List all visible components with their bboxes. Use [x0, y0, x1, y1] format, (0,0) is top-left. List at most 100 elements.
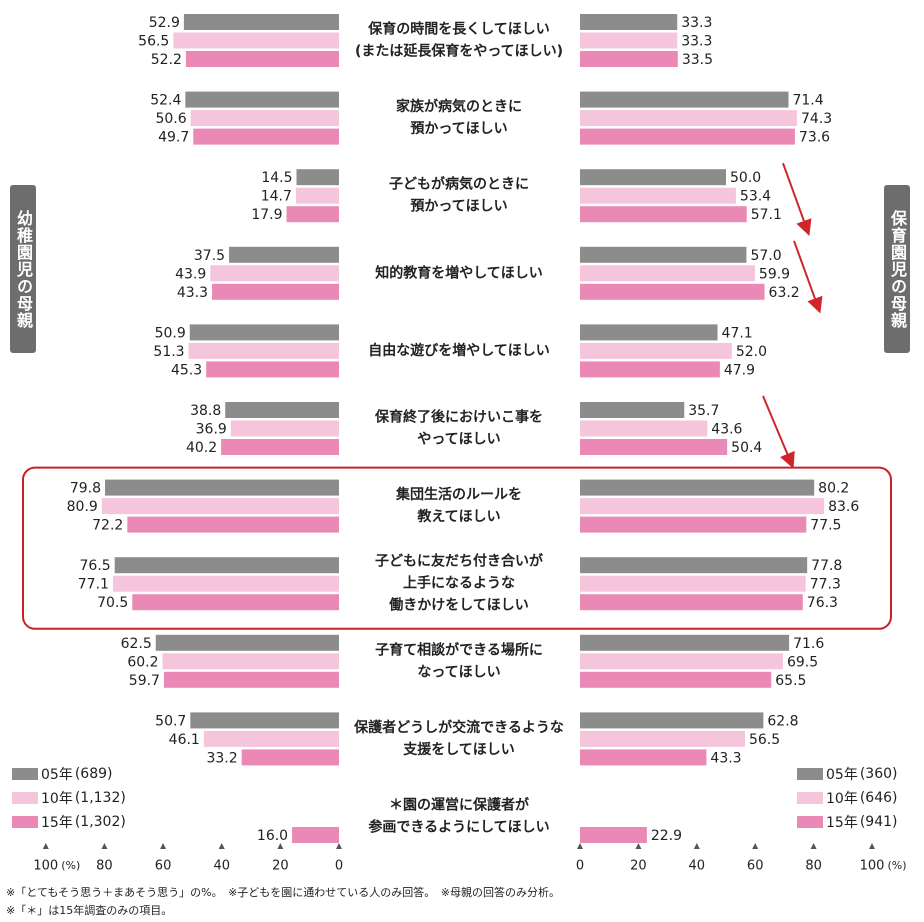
- value-label: 40.2: [186, 440, 217, 456]
- value-label: 60.2: [127, 654, 158, 670]
- bar-left-05年: [185, 91, 339, 108]
- legend-series: 10年: [41, 791, 73, 807]
- category-label: 上手になるような: [403, 575, 515, 592]
- value-label: 57.0: [750, 248, 781, 264]
- category-label: 支援をしてほしい: [402, 741, 515, 758]
- tick-label: 60: [155, 859, 172, 874]
- trend-arrow: [782, 162, 812, 236]
- value-label: 59.9: [759, 266, 790, 282]
- legend-item: 10年 (646): [797, 786, 897, 810]
- bar-left-05年: [296, 169, 339, 186]
- tick-mark: [277, 843, 284, 849]
- category-label: 集団生活のルールを: [395, 486, 522, 503]
- tick-mark: [752, 843, 759, 849]
- value-label: 52.0: [736, 344, 767, 360]
- value-label: 74.3: [801, 111, 832, 127]
- value-label: 14.7: [261, 189, 292, 205]
- legend-n: (646): [859, 790, 898, 806]
- bar-right-05年: [580, 91, 789, 108]
- legend-item: 15年 (1,302): [12, 810, 126, 834]
- tick-mark: [869, 843, 875, 849]
- legend-n: (689): [74, 766, 113, 782]
- bar-left-15年: [163, 671, 339, 688]
- bar-left-15年: [241, 749, 339, 766]
- value-label: 83.6: [828, 499, 859, 515]
- bar-left-10年: [188, 342, 339, 359]
- bar-right-15年: [580, 283, 765, 300]
- value-label: 79.8: [70, 481, 101, 497]
- category-label: 教えてほしい: [417, 508, 500, 525]
- category-label: (または延長保育をやってほしい): [355, 43, 563, 60]
- category-label: 働きかけをしてほしい: [388, 597, 529, 614]
- bar-right-15年: [580, 361, 720, 378]
- tick-label: 80: [96, 859, 113, 874]
- value-label: 47.9: [724, 362, 755, 378]
- tick-mark: [42, 843, 49, 849]
- value-label: 38.8: [190, 403, 221, 419]
- bar-right-05年: [580, 479, 815, 496]
- bar-left-15年: [292, 827, 339, 843]
- tick-mark: [218, 843, 225, 849]
- value-label: 47.1: [722, 325, 753, 341]
- bar-left-05年: [183, 14, 339, 30]
- bar-left-15年: [132, 594, 339, 611]
- value-label: 43.3: [710, 750, 741, 766]
- bar-right-15年: [580, 128, 795, 145]
- bar-right-05年: [580, 634, 790, 651]
- tick-label: 100: [33, 859, 58, 874]
- value-label: 76.3: [807, 595, 838, 611]
- bar-left-10年: [230, 420, 339, 437]
- bar-right-10年: [580, 498, 825, 515]
- tick-label: 40: [689, 859, 706, 874]
- tick-label: 20: [272, 859, 289, 874]
- bar-left-05年: [189, 324, 339, 341]
- bar-left-05年: [105, 479, 339, 496]
- value-label: 37.5: [194, 248, 225, 264]
- value-label: 71.6: [793, 636, 824, 652]
- category-label: 子育て相談ができる場所に: [375, 641, 543, 658]
- bar-right-15年: [580, 206, 747, 223]
- value-label: 50.7: [155, 713, 186, 729]
- value-label: 65.5: [775, 673, 806, 689]
- bar-left-15年: [193, 128, 339, 145]
- tick-mark: [693, 843, 700, 849]
- side-label-kindergarten: 幼稚園児の母親: [10, 185, 36, 353]
- legend-item: 15年 (941): [797, 810, 897, 834]
- category-label: 保育終了後におけいこ事を: [374, 409, 543, 426]
- legend-n: (1,132): [74, 790, 126, 806]
- bar-right-05年: [580, 557, 808, 574]
- bar-left-10年: [112, 575, 339, 592]
- bar-right-15年: [580, 749, 707, 766]
- legend-n: (1,302): [74, 814, 126, 830]
- bar-right-10年: [580, 730, 745, 747]
- bar-right-05年: [580, 402, 685, 418]
- legend-left: 05年 (689) 10年 (1,132) 15年 (1,302): [12, 762, 126, 834]
- bar-right-15年: [580, 671, 772, 688]
- bar-right-10年: [580, 342, 732, 359]
- bar-left-15年: [286, 206, 339, 223]
- legend-item: 05年 (360): [797, 762, 897, 786]
- axis-unit: (%): [887, 859, 906, 872]
- value-label: 72.2: [92, 518, 123, 534]
- category-label: ＊園の運営に保護者が: [389, 797, 530, 814]
- bar-right-15年: [580, 594, 803, 611]
- axis-unit: (%): [61, 859, 80, 872]
- tick-mark: [810, 843, 817, 849]
- legend-swatch-05: [797, 768, 823, 780]
- legend-n: (941): [859, 814, 898, 830]
- bar-right-15年: [580, 439, 728, 455]
- bar-right-10年: [580, 575, 806, 592]
- bar-right-10年: [580, 32, 678, 49]
- category-label: 家族が病気のときに: [396, 98, 522, 115]
- trend-arrow: [762, 395, 795, 469]
- value-label: 77.1: [78, 577, 109, 593]
- bar-left-10年: [101, 498, 339, 515]
- value-label: 71.4: [792, 93, 823, 109]
- highlight-box: [22, 466, 892, 630]
- legend-swatch-15: [12, 816, 38, 828]
- value-label: 43.3: [177, 285, 208, 301]
- value-label: 77.5: [810, 518, 841, 534]
- value-label: 35.7: [688, 403, 719, 419]
- value-label: 56.5: [138, 34, 169, 50]
- bar-right-10年: [580, 653, 783, 670]
